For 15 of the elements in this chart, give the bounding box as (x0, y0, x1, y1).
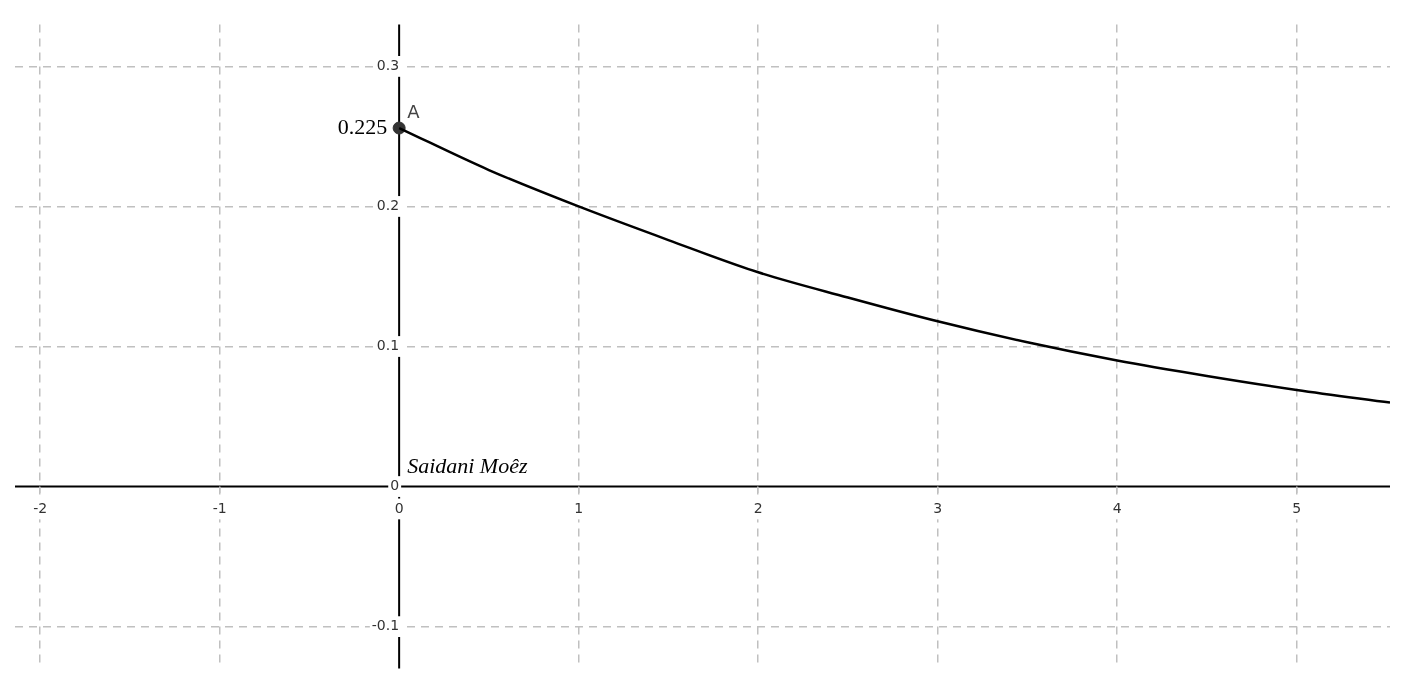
x-tick-label: -1 (212, 499, 227, 516)
series-label: A (407, 100, 421, 122)
y-tick-label: -0.1 (371, 617, 400, 634)
y-tick-label: 0.3 (376, 57, 400, 74)
x-tick-label: 5 (1292, 499, 1302, 516)
x-tick-label: -2 (33, 499, 48, 516)
x-tick-label: 1 (574, 499, 584, 516)
x-tick-label: 4 (1112, 499, 1122, 516)
annotation: 0.225 (337, 113, 388, 139)
y-tick-label: 0.1 (376, 337, 400, 354)
y-tick-label: 0 (390, 477, 400, 494)
annotation: Saidani Moêz (407, 453, 528, 479)
x-tick-label: 2 (753, 499, 763, 516)
x-tick-label: 3 (933, 499, 943, 516)
y-tick-label: 0.2 (376, 197, 400, 214)
